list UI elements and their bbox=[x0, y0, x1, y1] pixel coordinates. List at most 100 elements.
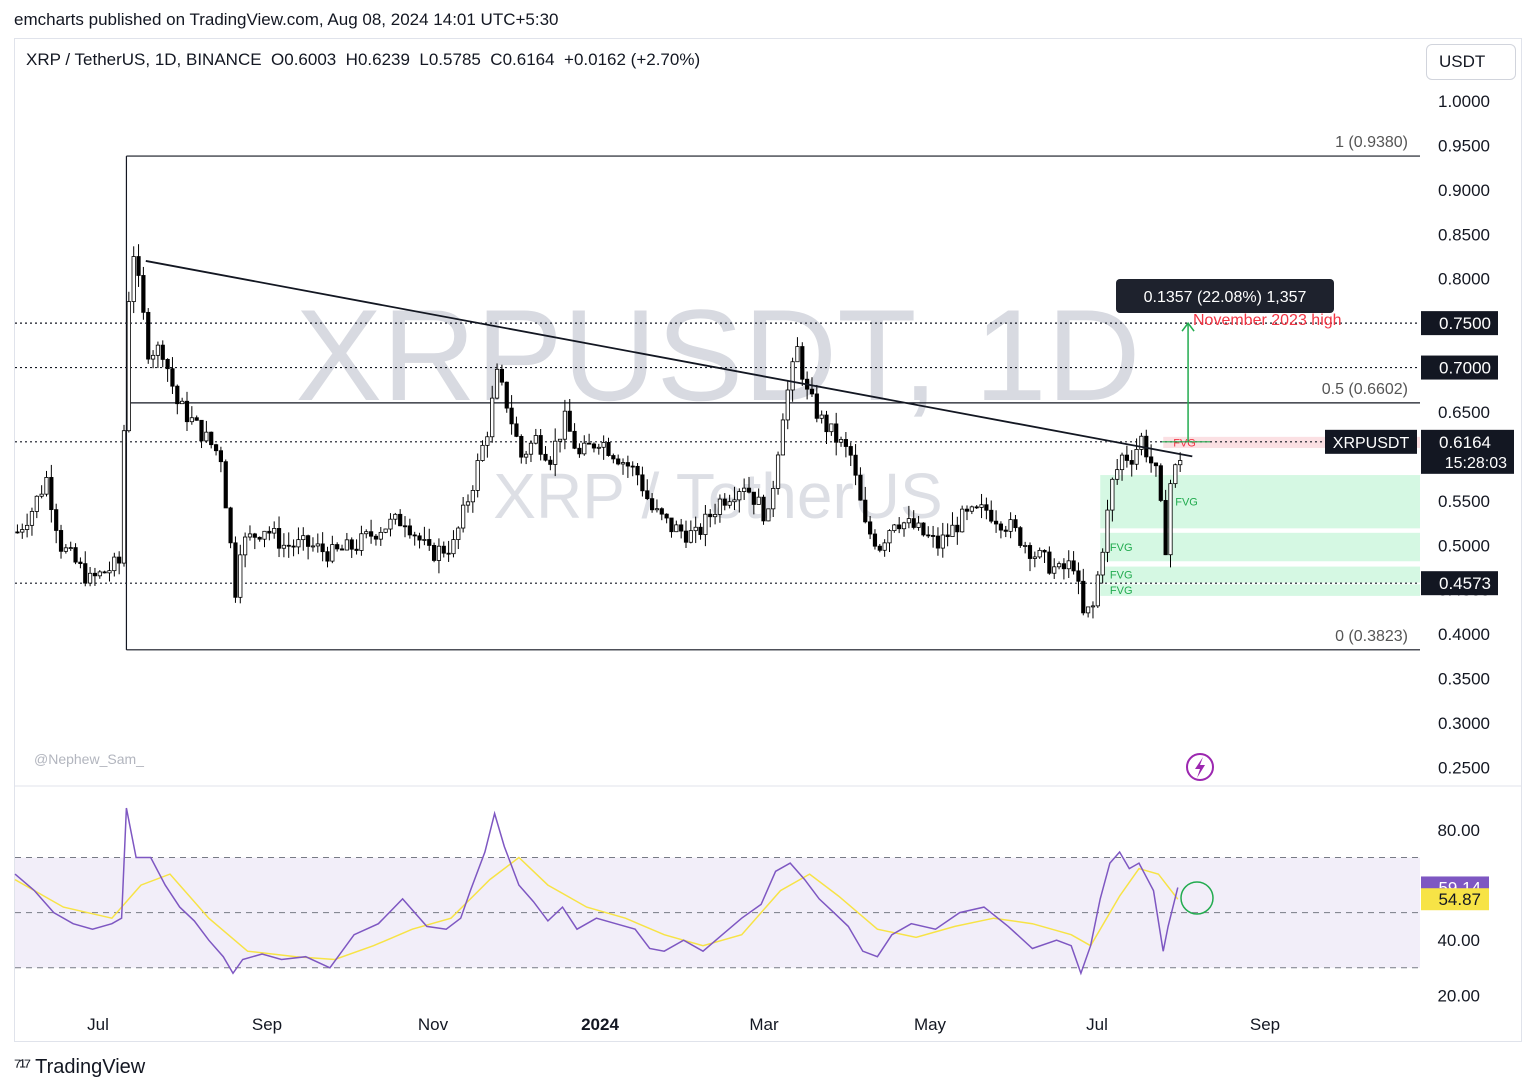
candle-body bbox=[766, 508, 771, 522]
time-axis-label: Nov bbox=[418, 1015, 449, 1034]
candle-body bbox=[659, 508, 664, 515]
candle-body bbox=[160, 344, 165, 360]
candle-body bbox=[1163, 500, 1168, 556]
candle-body bbox=[165, 359, 170, 370]
candle-body bbox=[402, 525, 408, 528]
candle-body bbox=[979, 504, 984, 508]
candle-body bbox=[296, 539, 301, 548]
candle-body bbox=[373, 535, 379, 540]
level-badge-bg bbox=[1421, 571, 1498, 596]
candle-body bbox=[1076, 570, 1081, 582]
candle-body bbox=[562, 410, 567, 440]
candle-body bbox=[228, 507, 233, 544]
candle-body bbox=[771, 487, 776, 510]
candle-body bbox=[877, 545, 882, 551]
candle-body bbox=[1124, 454, 1129, 461]
trendline bbox=[145, 260, 1193, 458]
candle-body bbox=[683, 530, 689, 543]
candle-body bbox=[524, 453, 529, 458]
candle-body bbox=[872, 533, 878, 547]
lightning-icon-ring bbox=[1186, 753, 1214, 781]
candle-body bbox=[964, 508, 970, 512]
candle-body bbox=[150, 354, 156, 360]
candle-body bbox=[630, 465, 635, 468]
candle-body bbox=[364, 531, 369, 535]
candle-body bbox=[68, 547, 73, 550]
fvg-label: FVG bbox=[1110, 542, 1133, 554]
candle-body bbox=[44, 477, 49, 495]
measure-tooltip-bg bbox=[1116, 279, 1334, 313]
candle-body bbox=[955, 524, 960, 533]
level-badge-label: 0.7000 bbox=[1439, 359, 1491, 378]
time-axis-label: May bbox=[914, 1015, 947, 1034]
lightning-icon-bolt bbox=[1195, 757, 1205, 778]
candle-body bbox=[1061, 563, 1067, 570]
candle-body bbox=[73, 547, 78, 563]
candle-body bbox=[775, 454, 781, 489]
fib-level-label: 0 (0.3823) bbox=[1335, 628, 1408, 645]
candle-body bbox=[1071, 560, 1076, 572]
candle-body bbox=[1056, 563, 1062, 568]
candle-body bbox=[1066, 560, 1071, 570]
candle-body bbox=[131, 256, 136, 303]
candle-body bbox=[654, 508, 660, 511]
candle-body bbox=[679, 524, 684, 532]
candle-body bbox=[838, 439, 844, 443]
candle-body bbox=[1134, 448, 1139, 465]
candle-body bbox=[1042, 549, 1047, 553]
candle-body bbox=[1178, 460, 1183, 466]
rsi-axis-label: 20.00 bbox=[1437, 986, 1480, 1005]
candle-body bbox=[548, 459, 553, 465]
candle-body bbox=[722, 498, 727, 506]
candle-body bbox=[1095, 574, 1100, 607]
candle-body bbox=[538, 435, 543, 455]
candle-body bbox=[960, 508, 965, 533]
candle-body bbox=[732, 499, 737, 503]
candle-body bbox=[291, 545, 296, 548]
candle-body bbox=[1119, 454, 1125, 471]
candle-body bbox=[688, 530, 693, 543]
candle-body bbox=[814, 393, 819, 419]
candle-body bbox=[853, 454, 858, 476]
candle-body bbox=[422, 539, 427, 541]
candle-body bbox=[97, 571, 102, 577]
candle-body bbox=[1018, 527, 1023, 546]
candle-body bbox=[1047, 551, 1052, 574]
candle-body bbox=[126, 301, 131, 432]
candle-body bbox=[1027, 545, 1033, 559]
candle-body bbox=[170, 368, 175, 387]
tradingview-logo[interactable]: ⁷¹⁷ TradingView bbox=[14, 1056, 145, 1079]
lightning-icon[interactable] bbox=[1186, 753, 1214, 781]
time-axis-label: Jul bbox=[1086, 1015, 1108, 1034]
measure-arrowhead bbox=[1181, 321, 1195, 332]
rsi-value-badge-bg bbox=[1421, 888, 1489, 911]
price-badge-bg bbox=[1421, 429, 1514, 474]
rsi-axis-label: 80.00 bbox=[1437, 821, 1480, 840]
candle-body bbox=[1003, 529, 1008, 532]
symbol-info-line: XRP / TetherUS, 1D, BINANCE O0.6003 H0.6… bbox=[26, 50, 701, 69]
candle-body bbox=[315, 543, 320, 547]
candle-body bbox=[184, 400, 190, 423]
candle-body bbox=[635, 465, 640, 476]
candle-body bbox=[858, 474, 863, 501]
time-axis-label: Mar bbox=[749, 1015, 779, 1034]
tradingview-logo-icon: ⁷¹⁷ bbox=[14, 1056, 31, 1078]
currency-selector[interactable]: USDT bbox=[1426, 44, 1516, 80]
candle-body bbox=[596, 446, 601, 449]
candle-body bbox=[175, 385, 180, 405]
time-axis-label: Sep bbox=[1250, 1015, 1280, 1034]
candle-body bbox=[306, 535, 311, 547]
candle-body bbox=[189, 417, 194, 423]
candle-body bbox=[897, 524, 902, 530]
candle-body bbox=[209, 431, 214, 446]
candle-body bbox=[339, 548, 345, 551]
price-axis-label: 0.3500 bbox=[1438, 670, 1490, 689]
fvg-zone bbox=[1100, 566, 1420, 583]
candle-body bbox=[456, 527, 461, 540]
price-axis-label: 0.8500 bbox=[1438, 225, 1490, 244]
candle-body bbox=[141, 275, 146, 313]
watermark-symbol: XRPUSDT, 1D bbox=[295, 282, 1140, 428]
candle-body bbox=[194, 417, 199, 421]
candle-body bbox=[640, 474, 645, 492]
